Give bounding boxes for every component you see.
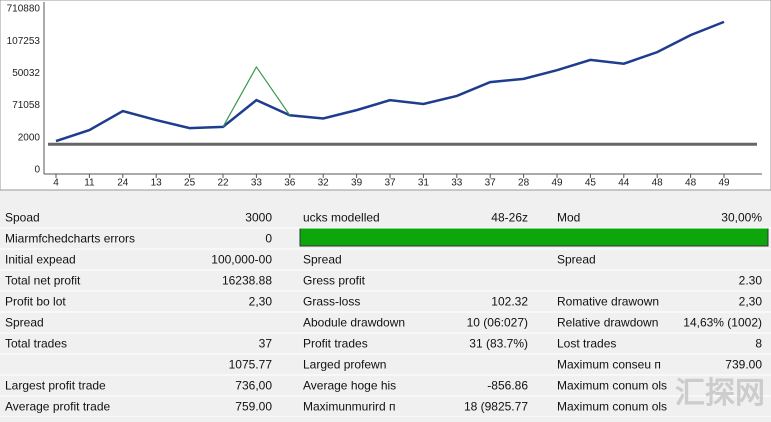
x-tick-label: 48 [685,178,697,189]
x-tick-label: 22 [217,178,229,189]
x-tick-label: 44 [618,178,630,189]
y-axis-label: 2000 [18,132,41,143]
table-cell: Relative drawdown [557,316,658,330]
table-cell: 2.30 [739,274,763,288]
table-cell: Maximum conseu ᴨ [557,358,661,372]
table-cell: 14,63% (1002) [683,316,762,330]
table-cell: Average hoge his [303,379,396,393]
table-cell: Miarmfchedcharts errors [5,232,135,246]
table-cell: 37 [259,337,273,351]
x-tick-label: 31 [418,178,430,189]
table-cell: Spoad [5,211,40,225]
table-cell: Average profit trade [5,400,111,414]
x-tick-label: 24 [117,178,129,189]
x-tick-label: 45 [585,178,597,189]
table-cell: 2,30 [739,295,763,309]
x-tick-label: 37 [384,178,396,189]
table-cell: Abodule drawdown [303,316,405,330]
x-tick-label: 32 [318,178,330,189]
table-cell: Mod [557,211,580,225]
table-cell: 759.00 [235,400,272,414]
x-tick-label: 13 [151,178,163,189]
chart-frame [0,0,771,191]
table-cell: 10 (06:027) [467,316,528,330]
table-cell: Profit trades [303,337,368,351]
y-axis-label: 50032 [12,68,40,79]
table-cell: 18 (9825.77 [464,400,528,414]
table-cell: 2,30 [249,295,273,309]
table-cell: 31 (83.7%) [469,337,528,351]
x-tick-label: 37 [485,178,497,189]
y-axis-label: 71058 [12,100,40,111]
x-tick-label: 28 [518,178,530,189]
watermark: 汇探网 [675,377,765,410]
series-line [55,20,725,143]
table-cell: Grass-loss [303,295,360,309]
quality-bar [299,227,769,247]
series-line [222,65,291,128]
table-cell: Spread [557,253,596,267]
table-cell: Profit bo lot [5,295,66,309]
x-tick-label: 25 [184,178,196,189]
table-cell: 16238.88 [222,274,272,288]
y-axis-label: 107253 [7,36,41,47]
x-tick-label: 33 [451,178,463,189]
x-tick-label: 49 [718,178,730,189]
table-cell: 100,000-00 [211,253,272,267]
table-cell: 48-26z [491,211,528,225]
table-cell: 1075.77 [229,358,273,372]
table-cell: 0 [265,232,272,246]
table-cell: Initial expead [5,253,76,267]
table-cell: Total net profit [5,274,81,288]
table-cell: Largest profit trade [5,379,106,393]
table-cell: 739.00 [725,358,762,372]
table-cell: Maximunmurird ᴨ [303,400,396,414]
table-cell: Spread [303,253,342,267]
table-cell: 102.32 [491,295,528,309]
table-cell: 8 [755,337,762,351]
y-axis-label: 0 [34,165,40,176]
chart: 0 2000 71058 50032 107253 710880 4 11 24 13 25 22 33… [7,2,762,189]
table-cell: Total trades [5,337,67,351]
table-cell: Maximum conum ols [557,400,667,414]
x-tick-label: 48 [652,178,664,189]
x-tick-label: 11 [84,178,95,189]
table-cell: 30,00% [721,211,762,225]
table-cell: Larged profewn [303,358,386,372]
table-cell: Maximum conum ols [557,379,667,393]
table-cell: -856.86 [487,379,528,393]
x-tick-label: 4 [53,178,59,189]
table-cell: Gress profit [303,274,366,288]
table-cell: 736,00 [235,379,272,393]
x-tick-label: 33 [251,178,263,189]
table-cell: Romative drawown [557,295,659,309]
table-cell: Spread [5,316,44,330]
x-tick-label: 39 [351,178,363,189]
table-cell: 3000 [245,211,272,225]
table-cell: Lost trades [557,337,616,351]
x-tick-label: 36 [284,178,296,189]
x-tick-label: 49 [551,178,563,189]
results-table: Spoad 3000 ucks modelled 48-26z Mod 30,00% Mia… [0,211,771,418]
table-cell: ucks modelled [303,211,380,225]
y-axis-label: 710880 [7,4,41,15]
